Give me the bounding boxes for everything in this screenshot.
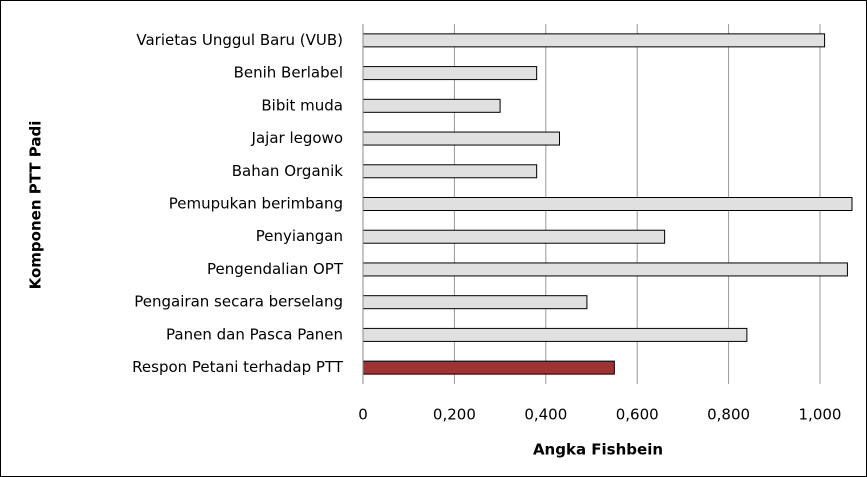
y-tick-label: Penyiangan [256, 227, 343, 245]
y-tick-label: Jajar legowo [251, 129, 343, 147]
bar [362, 164, 538, 179]
bar [362, 66, 538, 81]
bar [362, 33, 826, 48]
y-tick-label: Varietas Unggul Baru (VUB) [136, 31, 343, 49]
x-tick-label: 0,400 [524, 406, 567, 424]
bar [362, 295, 588, 310]
x-tick-label: 0,600 [616, 406, 659, 424]
y-tick-label: Bibit muda [261, 96, 343, 114]
x-tick-label: 0,800 [707, 406, 750, 424]
y-tick-label: Pengendalian OPT [207, 260, 344, 278]
y-tick-label: Bahan Organik [232, 162, 344, 180]
x-tick-label: 1,000 [799, 406, 842, 424]
x-axis-label: Angka Fishbein [533, 441, 663, 459]
y-tick-label: Pengairan secara berselang [134, 293, 343, 311]
y-tick-label: Respon Petani terhadap PTT [132, 358, 344, 376]
x-tick-label: 0 [358, 406, 368, 424]
bar [362, 262, 848, 277]
bar [362, 98, 501, 113]
y-tick-label: Benih Berlabel [234, 64, 343, 82]
bar [362, 229, 666, 244]
y-tick-label: Pemupukan berimbang [169, 195, 343, 213]
bar [362, 360, 615, 375]
x-tick-label: 0,200 [433, 406, 476, 424]
bar [362, 327, 748, 342]
bar [362, 197, 853, 211]
bar [362, 131, 561, 146]
y-tick-label: Panen dan Pasca Panen [166, 325, 343, 343]
y-axis-label: Komponen PTT Padi [27, 121, 45, 290]
